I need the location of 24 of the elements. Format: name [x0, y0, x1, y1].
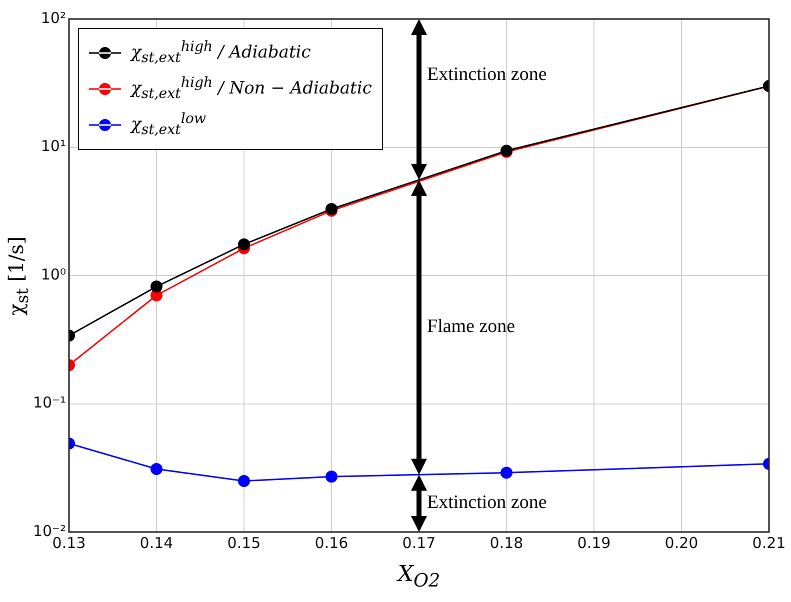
x-tick-label: 0.14 [140, 534, 174, 552]
x-tick-label: 0.15 [227, 534, 261, 552]
x-tick-label: 0.19 [577, 534, 611, 552]
y-tick-label: 10² [40, 8, 66, 27]
y-tick-label: 10⁰ [40, 265, 66, 284]
x-tick-label: 0.16 [314, 534, 348, 552]
x-tick-label: 0.21 [752, 534, 786, 552]
point [150, 280, 162, 293]
point [238, 238, 250, 250]
x-tick-label: 0.18 [490, 534, 524, 552]
y-tick-label: 10¹ [40, 137, 66, 156]
point [150, 462, 162, 475]
legend-label: χ$_{st,ext}$$^{high}$ / Non − Adiabatic [131, 75, 372, 103]
point [500, 466, 512, 479]
x-tick-label: 0.17 [402, 534, 436, 552]
annotation: Extinction zone [427, 492, 547, 514]
x-axis-title: X$_{O2}$ [398, 562, 440, 592]
x-tick-label: 0.20 [664, 534, 698, 552]
y-tick-label: 10⁻¹ [32, 394, 66, 412]
annotation: Flame zone [427, 316, 516, 338]
point [238, 474, 250, 487]
legend-label: χ$_{st,ext}$$^{high}$ / Adiabatic [131, 39, 311, 67]
annotation: Extinction zone [427, 64, 547, 86]
point [326, 470, 338, 483]
